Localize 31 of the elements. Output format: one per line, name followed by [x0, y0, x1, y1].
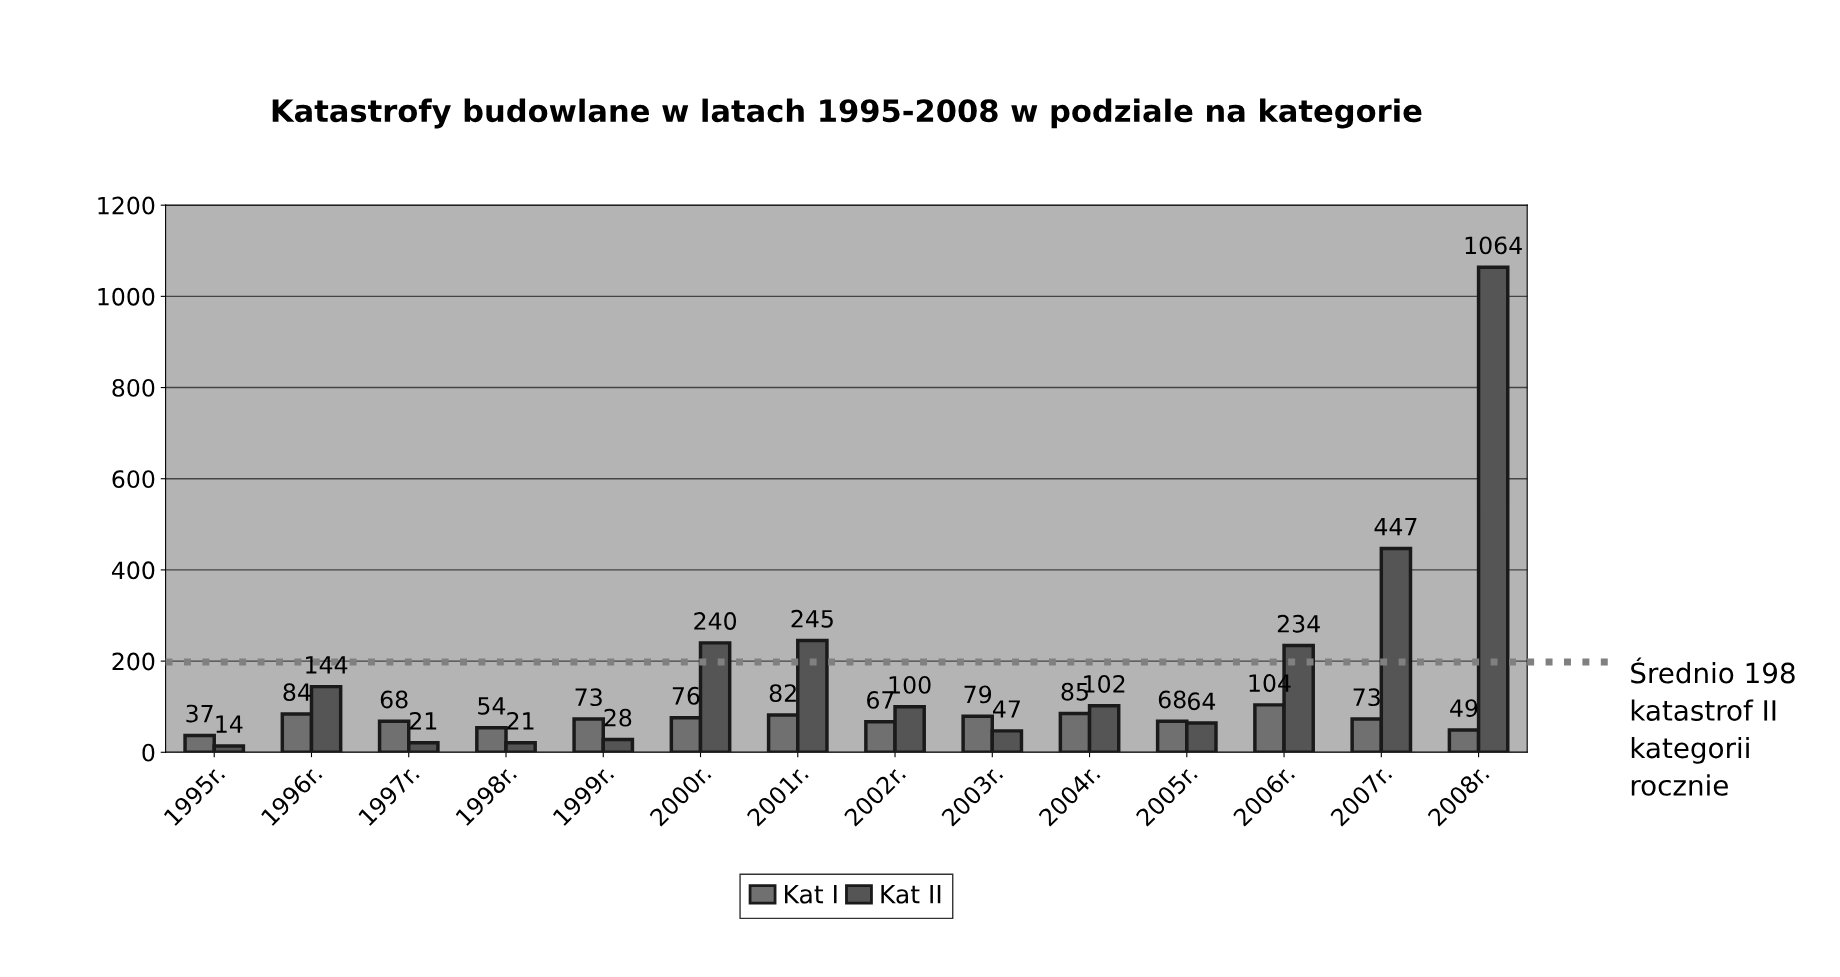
data-label: 47 [993, 700, 1020, 718]
y-tick-label: 200 [112, 652, 155, 671]
data-label: 245 [791, 609, 833, 628]
data-label: 79 [964, 685, 992, 704]
data-label: 447 [1374, 518, 1417, 536]
y-tick-label: 600 [112, 470, 155, 489]
data-label: 14 [216, 715, 243, 733]
legend-label: Średnio 198 katastrof II kategorii rocznie [1631, 657, 1795, 796]
data-label: 68 [380, 690, 408, 709]
data-label: 68 [1158, 690, 1186, 709]
data-label: 28 [604, 708, 632, 727]
data-label: 64 [1188, 692, 1216, 711]
y-tick-label: 400 [111, 561, 155, 580]
data-label: 144 [306, 656, 348, 674]
data-label: 54 [478, 697, 506, 715]
data-label: 82 [769, 684, 796, 702]
data-label: 37 [186, 704, 213, 723]
data-label: 240 [694, 612, 737, 630]
data-label: 21 [410, 711, 437, 730]
y-tick-label: 1200 [98, 196, 155, 215]
legend-label: Kat I [785, 884, 837, 904]
data-label: 73 [575, 688, 602, 707]
y-tick-label: 0 [142, 743, 155, 762]
y-tick-label: 1000 [98, 287, 155, 306]
data-label: 234 [1277, 614, 1320, 633]
legend-label: Kat II [881, 884, 941, 904]
data-label: 1064 [1465, 236, 1522, 255]
data-label: 21 [507, 711, 534, 730]
y-tick-label: 800 [112, 378, 155, 397]
data-label: 73 [1353, 688, 1380, 707]
chart-title: Katastrofy budowlane w latach 1995-2008 w podziale na kategorie [272, 98, 1422, 129]
